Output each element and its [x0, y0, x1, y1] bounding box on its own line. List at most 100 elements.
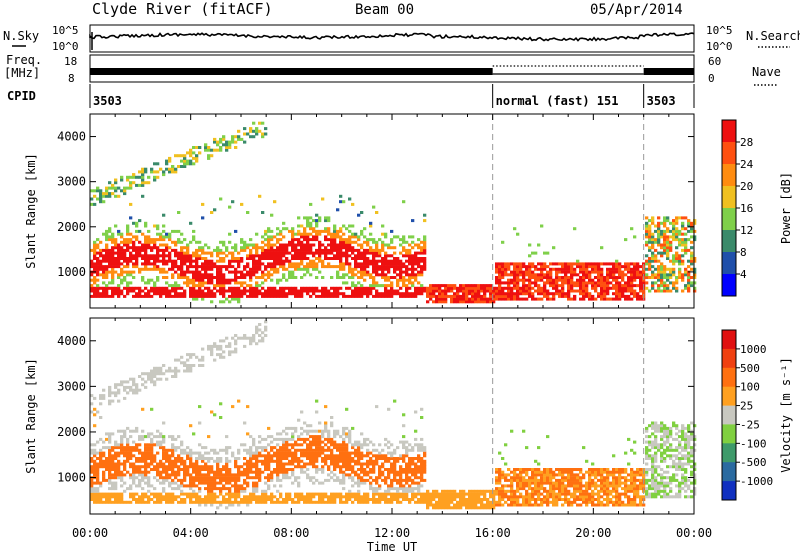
- heatmap-cell: [186, 254, 190, 258]
- heatmap-cell: [96, 273, 100, 277]
- heatmap-cell: [315, 465, 319, 469]
- heatmap-cell: [408, 468, 412, 471]
- heatmap-cell: [468, 284, 472, 288]
- heatmap-cell: [216, 476, 220, 480]
- heatmap-cell: [219, 489, 223, 493]
- heatmap-cell: [372, 281, 376, 285]
- heatmap-cell: [402, 246, 406, 250]
- heatmap-cell: [219, 276, 223, 279]
- heatmap-cell: [105, 254, 109, 258]
- heatmap-cell: [237, 129, 241, 133]
- heatmap-cell: [339, 276, 343, 279]
- heatmap-cell: [135, 262, 139, 266]
- heatmap-cell: [405, 468, 409, 471]
- cpid-row: 3503 normal (fast) 151 3503: [89, 84, 695, 108]
- heatmap-cell: [648, 229, 652, 233]
- heatmap-cell: [162, 213, 166, 217]
- heatmap-cell: [126, 232, 130, 236]
- heatmap-cell: [657, 216, 661, 220]
- heatmap-cell: [204, 146, 208, 149]
- heatmap-cell: [237, 476, 241, 480]
- heatmap-cell: [156, 435, 160, 439]
- heatmap-cell: [195, 459, 199, 463]
- heatmap-cell: [330, 286, 334, 290]
- heatmap-cell: [312, 437, 316, 441]
- heatmap-cell: [339, 443, 343, 447]
- heatmap-cell: [348, 246, 352, 250]
- heatmap-cell: [582, 267, 586, 271]
- heatmap-cell: [102, 248, 106, 252]
- heatmap-cell: [246, 432, 250, 436]
- heatmap-cell: [378, 238, 382, 242]
- heatmap-cell: [348, 432, 352, 436]
- heatmap-cell: [540, 278, 544, 282]
- heatmap-cell: [546, 265, 550, 269]
- heatmap-cell: [516, 273, 520, 277]
- heatmap-cell: [330, 492, 334, 496]
- heatmap-cell: [252, 292, 256, 296]
- heatmap-cell: [525, 278, 529, 282]
- heatmap-cell: [303, 267, 307, 271]
- heatmap-cell: [246, 462, 250, 466]
- heatmap-cell: [288, 276, 292, 279]
- heatmap-cell: [330, 462, 334, 466]
- heatmap-cell: [93, 292, 97, 296]
- heatmap-cell: [339, 259, 343, 263]
- heatmap-cell: [291, 500, 295, 504]
- heatmap-cell: [225, 344, 229, 348]
- heatmap-cell: [678, 276, 682, 279]
- heatmap-cell: [291, 426, 295, 430]
- heatmap-cell: [369, 251, 373, 255]
- heatmap-cell: [135, 257, 139, 260]
- heatmap-cell: [111, 457, 115, 460]
- heatmap-cell: [315, 265, 319, 269]
- heatmap-cell: [387, 470, 391, 474]
- heatmap-cell: [180, 270, 184, 274]
- heatmap-cell: [102, 292, 106, 296]
- heatmap-cell: [315, 437, 319, 441]
- heatmap-cell: [129, 484, 133, 488]
- heatmap-cell: [411, 457, 415, 460]
- heatmap-cell: [660, 243, 664, 247]
- heatmap-cell: [312, 289, 316, 293]
- heatmap-cell: [213, 451, 217, 455]
- heatmap-cell: [414, 443, 418, 447]
- heatmap-cell: [93, 257, 97, 260]
- heatmap-cell: [111, 468, 115, 471]
- heatmap-cell: [147, 181, 151, 185]
- heatmap-cell: [351, 426, 355, 430]
- heatmap-cell: [369, 476, 373, 480]
- heatmap-cell: [162, 238, 166, 242]
- heatmap-cell: [210, 495, 214, 499]
- heatmap-cell: [339, 254, 343, 258]
- heatmap-cell: [423, 478, 427, 482]
- heatmap-cell: [336, 462, 340, 466]
- heatmap-cell: [99, 448, 103, 452]
- heatmap-cell: [660, 235, 664, 239]
- heatmap-cell: [156, 495, 160, 499]
- heatmap-cell: [375, 492, 379, 496]
- heatmap-cell: [597, 281, 601, 285]
- heatmap-cell: [246, 481, 250, 485]
- heatmap-cell: [558, 276, 562, 279]
- heatmap-cell: [564, 265, 568, 269]
- heatmap-cell: [264, 476, 268, 480]
- heatmap-cell: [594, 267, 598, 271]
- heatmap-cell: [642, 262, 646, 266]
- heatmap-cell: [183, 459, 187, 463]
- heatmap-cell: [276, 468, 280, 471]
- heatmap-cell: [111, 273, 115, 277]
- heatmap-cell: [282, 446, 286, 450]
- heatmap-cell: [336, 294, 340, 298]
- heatmap-cell: [546, 289, 550, 293]
- heatmap-cell: [186, 364, 190, 367]
- heatmap-cell: [651, 251, 655, 255]
- heatmap-cell: [681, 232, 685, 236]
- heatmap-cell: [594, 286, 598, 290]
- heatmap-cell: [312, 462, 316, 466]
- heatmap-cell: [261, 454, 265, 458]
- heatmap-cell: [213, 484, 217, 488]
- heatmap-cell: [408, 457, 412, 460]
- heatmap-cell: [651, 286, 655, 290]
- heatmap-cell: [195, 278, 199, 282]
